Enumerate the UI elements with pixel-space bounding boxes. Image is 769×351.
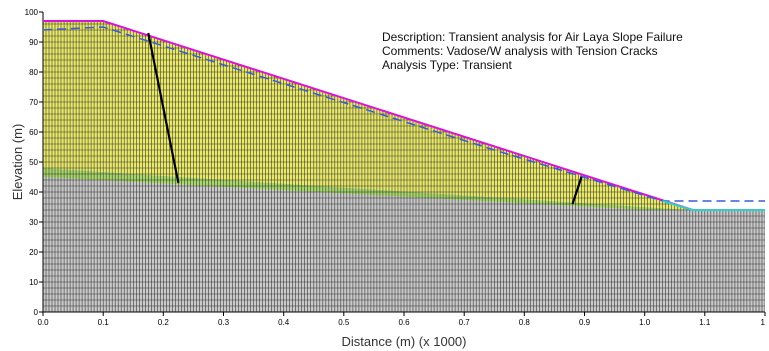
x-tick-label: 0.0: [37, 318, 49, 327]
finite-element-mesh: [43, 21, 765, 312]
analysis-type-text: Analysis Type: Transient: [382, 58, 513, 72]
y-tick-label: 30: [29, 218, 38, 227]
x-tick-label: 1.0: [639, 318, 651, 327]
x-tick-label: 0.8: [519, 318, 531, 327]
x-tick-label: 0.4: [278, 318, 290, 327]
comments-text: Comments: Vadose/W analysis with Tension…: [382, 44, 658, 58]
tension-crack-1: [147, 32, 180, 184]
x-tick-label: 0.3: [218, 318, 230, 327]
y-tick-label: 10: [29, 278, 38, 287]
y-tick-label: 100: [25, 8, 39, 17]
y-tick-label: 70: [29, 98, 38, 107]
tension-crack-2: [571, 176, 583, 205]
x-tick-label: 1: [761, 318, 766, 327]
x-tick-label: 0.2: [158, 318, 170, 327]
y-tick-label: 90: [29, 38, 38, 47]
y-tick-label: 40: [29, 188, 38, 197]
y-tick-label: 20: [29, 248, 38, 257]
axis-ticks: 0.0 0.1 0.2 0.3 0.4 0.5 0.6 0.7 0.8 0.9 1.0 1.1 1100…: [25, 8, 766, 327]
y-tick-label: 80: [29, 68, 38, 77]
y-axis-title: Elevation (m): [10, 124, 25, 201]
water-table-line: [42, 26, 765, 202]
analysis-notes: Description: Transient analysis for Air …: [382, 30, 683, 72]
x-tick-label: 0.5: [338, 318, 350, 327]
model-lines: [42, 20, 765, 211]
x-tick-label: 0.7: [459, 318, 471, 327]
y-tick-label: 60: [29, 128, 38, 137]
x-axis-title: Distance (m) (x 1000): [342, 334, 467, 349]
y-tick-label: 0: [34, 308, 39, 317]
y-tick-label: 50: [29, 158, 38, 167]
ground-surface-line: [43, 20, 694, 211]
x-tick-label: 0.9: [579, 318, 591, 327]
description-text: Description: Transient analysis for Air …: [382, 30, 683, 44]
x-tick-label: 1.1: [699, 318, 711, 327]
toe-water-line: [662, 200, 765, 211]
x-tick-label: 0.6: [398, 318, 410, 327]
x-tick-label: 0.1: [98, 318, 110, 327]
